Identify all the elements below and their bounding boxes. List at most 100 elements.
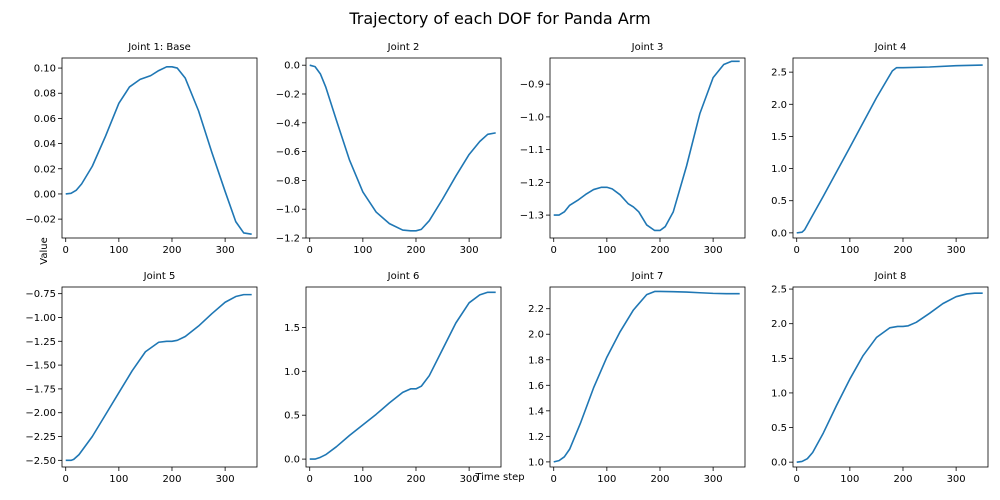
y-tick-label: 1.6 — [528, 381, 544, 392]
subplot-title: Joint 8 — [874, 271, 907, 282]
y-tick-label: 0.04 — [34, 139, 56, 150]
y-tick-label: 1.0 — [771, 388, 787, 399]
y-tick-label: 0.00 — [34, 189, 56, 200]
x-tick-label: 200 — [893, 245, 912, 256]
figure-title: Trajectory of each DOF for Panda Arm — [348, 9, 650, 28]
subplot-title: Joint 1: Base — [127, 42, 191, 53]
subplot-title: Joint 7 — [631, 271, 664, 282]
y-tick-label: 1.2 — [528, 432, 544, 443]
x-tick-label: 0 — [551, 245, 557, 256]
subplot-2: Joint 2 0 100 200 300 −1.2 −1.0 −0.8 −0.6 −0.4 −0.… — [276, 42, 502, 256]
series-line — [309, 291, 496, 460]
y-tick-label: 1.0 — [284, 367, 300, 378]
x-tick-label: 300 — [704, 245, 723, 256]
x-tick-label: 0 — [63, 474, 69, 485]
y-tick-label: −0.6 — [276, 147, 300, 158]
x-tick-label: 300 — [216, 474, 235, 485]
y-tick-label: 0.06 — [34, 114, 56, 125]
x-axis-label: Time step — [474, 472, 524, 483]
y-tick-label: −1.1 — [520, 145, 544, 156]
y-tick-label: 1.5 — [284, 323, 300, 334]
y-tick-label: 0.08 — [34, 89, 56, 100]
y-tick-label: −2.50 — [25, 456, 56, 467]
y-tick-label: 1.8 — [528, 355, 544, 366]
y-tick-label: −0.4 — [276, 118, 300, 129]
x-tick-label: 100 — [353, 245, 372, 256]
y-tick-label: 0.0 — [284, 455, 300, 466]
y-tick-label: −1.50 — [25, 361, 56, 372]
x-tick-label: 200 — [162, 245, 181, 256]
x-tick-label: 100 — [597, 245, 616, 256]
series-line — [65, 293, 252, 462]
x-tick-label: 0 — [307, 474, 313, 485]
x-tick-label: 100 — [840, 245, 859, 256]
x-tick-label: 200 — [406, 245, 425, 256]
y-tick-label: −1.25 — [25, 337, 56, 348]
y-tick-label: 2.2 — [528, 304, 544, 315]
subplot-title: Joint 6 — [387, 271, 420, 282]
y-tick-label: 1.4 — [528, 406, 544, 417]
y-tick-label: −2.25 — [25, 432, 56, 443]
y-tick-label: −1.3 — [520, 211, 544, 222]
y-tick-label: 2.5 — [771, 285, 787, 296]
x-tick-label: 100 — [840, 474, 859, 485]
x-tick-label: 200 — [162, 474, 181, 485]
y-tick-label: 1.5 — [771, 132, 787, 143]
y-axis-label: Value — [39, 237, 50, 264]
y-tick-label: −2.00 — [25, 408, 56, 419]
subplot-title: Joint 2 — [387, 42, 420, 53]
x-tick-label: 200 — [893, 474, 912, 485]
x-tick-label: 200 — [650, 474, 669, 485]
subplot-title: Joint 4 — [874, 42, 907, 53]
y-tick-label: −1.0 — [520, 112, 544, 123]
y-tick-label: −1.00 — [25, 313, 56, 324]
x-tick-label: 200 — [650, 245, 669, 256]
plot-frame — [61, 286, 258, 468]
x-tick-label: 0 — [63, 245, 69, 256]
y-tick-label: 1.5 — [771, 354, 787, 365]
subplot-6: Joint 6 0 100 200 300 0.0 0.5 1.0 1.5 — [284, 271, 502, 485]
y-tick-label: −0.02 — [25, 215, 56, 226]
series-line — [553, 60, 740, 232]
subplot-title: Joint 5 — [143, 271, 176, 282]
y-tick-label: 0.0 — [284, 61, 300, 72]
plot-frame — [305, 57, 502, 239]
subplot-5: Joint 5 0 100 200 300 −2.50 −2.25 −2.00 −1.75 −1.… — [25, 271, 258, 485]
y-tick-label: −0.75 — [25, 289, 56, 300]
series-line — [553, 290, 740, 463]
x-tick-label: 300 — [216, 245, 235, 256]
y-tick-label: −1.0 — [276, 205, 300, 216]
plot-frame — [792, 286, 989, 468]
x-tick-label: 300 — [460, 474, 479, 485]
subplot-7: Joint 7 0 100 200 300 1.0 1.2 1.4 1.6 1.8 2.0 2.2 — [528, 271, 746, 485]
y-tick-label: 0.0 — [771, 458, 787, 469]
y-tick-label: 0.5 — [771, 423, 787, 434]
y-tick-label: −1.75 — [25, 384, 56, 395]
series-line — [309, 64, 496, 232]
y-tick-label: −0.9 — [520, 80, 544, 91]
x-tick-label: 300 — [947, 474, 966, 485]
y-tick-label: 2.0 — [528, 330, 544, 341]
y-tick-label: 1.0 — [771, 164, 787, 175]
x-tick-label: 100 — [353, 474, 372, 485]
y-tick-label: 0.02 — [34, 164, 56, 175]
y-tick-label: 0.0 — [771, 228, 787, 239]
x-tick-label: 0 — [307, 245, 313, 256]
series-line — [65, 66, 252, 236]
series-line — [796, 292, 983, 463]
x-tick-label: 100 — [109, 474, 128, 485]
subplot-title: Joint 3 — [631, 42, 664, 53]
y-tick-label: −1.2 — [276, 234, 300, 245]
x-tick-label: 200 — [406, 474, 425, 485]
x-tick-label: 300 — [460, 245, 479, 256]
plot-frame — [792, 57, 989, 239]
plot-frame — [61, 57, 258, 239]
subplot-1: Joint 1: Base 0 100 200 300 −0.02 0.00 0.02 0.04… — [25, 42, 258, 256]
plot-frame — [549, 286, 746, 468]
x-tick-label: 300 — [704, 474, 723, 485]
series-line — [796, 64, 983, 234]
plot-frame — [305, 286, 502, 468]
y-tick-label: −0.8 — [276, 176, 300, 187]
